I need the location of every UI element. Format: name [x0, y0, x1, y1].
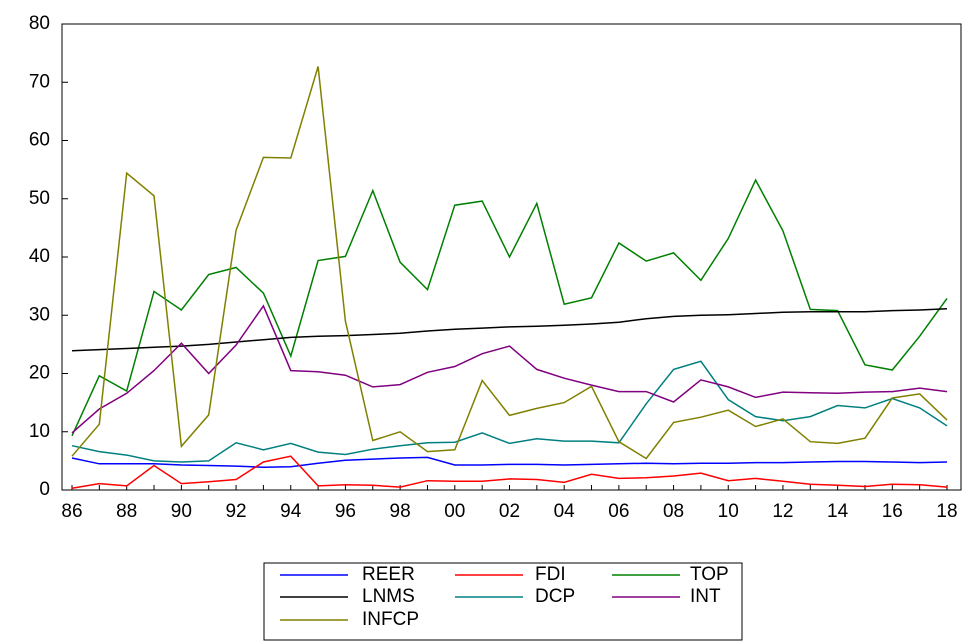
y-tick-label: 80 — [29, 13, 50, 34]
x-tick-label: 08 — [663, 501, 684, 522]
legend-label: DCP — [535, 586, 575, 607]
legend-box — [263, 562, 743, 641]
y-tick-label: 70 — [29, 71, 50, 92]
y-tick-label: 0 — [39, 479, 50, 500]
series-line — [71, 455, 948, 490]
series-line — [71, 360, 948, 463]
y-tick-label: 60 — [29, 130, 50, 151]
x-tick-label: 86 — [61, 501, 82, 522]
legend-label: LNMS — [362, 586, 415, 607]
x-tick-label: 96 — [335, 501, 356, 522]
y-tick-label: 10 — [29, 421, 50, 442]
series-line — [71, 308, 948, 352]
series-line — [71, 304, 948, 434]
plot-frame — [61, 23, 962, 491]
x-tick-label: 90 — [171, 501, 192, 522]
x-tick-label: 10 — [718, 501, 739, 522]
legend-label: INFCP — [362, 609, 419, 630]
legend-label: FDI — [535, 564, 566, 585]
x-tick-label: 12 — [772, 501, 793, 522]
series-line — [71, 66, 948, 460]
x-tick-label: 94 — [280, 501, 302, 522]
y-tick-label: 30 — [29, 304, 50, 325]
x-tick-label: 92 — [225, 501, 246, 522]
legend-label: INT — [690, 586, 721, 607]
legend-label: REER — [362, 564, 415, 585]
y-tick-label: 40 — [29, 246, 50, 267]
x-tick-label: 06 — [608, 501, 629, 522]
x-tick-label: 00 — [444, 501, 465, 522]
y-tick-label: 20 — [29, 363, 50, 384]
x-tick-label: 04 — [554, 501, 576, 522]
legend-label: TOP — [690, 564, 729, 585]
x-tick-label: 88 — [116, 501, 137, 522]
x-tick-label: 18 — [936, 501, 957, 522]
x-tick-label: 02 — [499, 501, 520, 522]
x-tick-label: 98 — [390, 501, 411, 522]
series-line — [71, 178, 948, 437]
series-line — [71, 456, 948, 469]
x-tick-label: 16 — [882, 501, 903, 522]
y-tick-label: 50 — [29, 188, 50, 209]
x-tick-label: 14 — [827, 501, 849, 522]
